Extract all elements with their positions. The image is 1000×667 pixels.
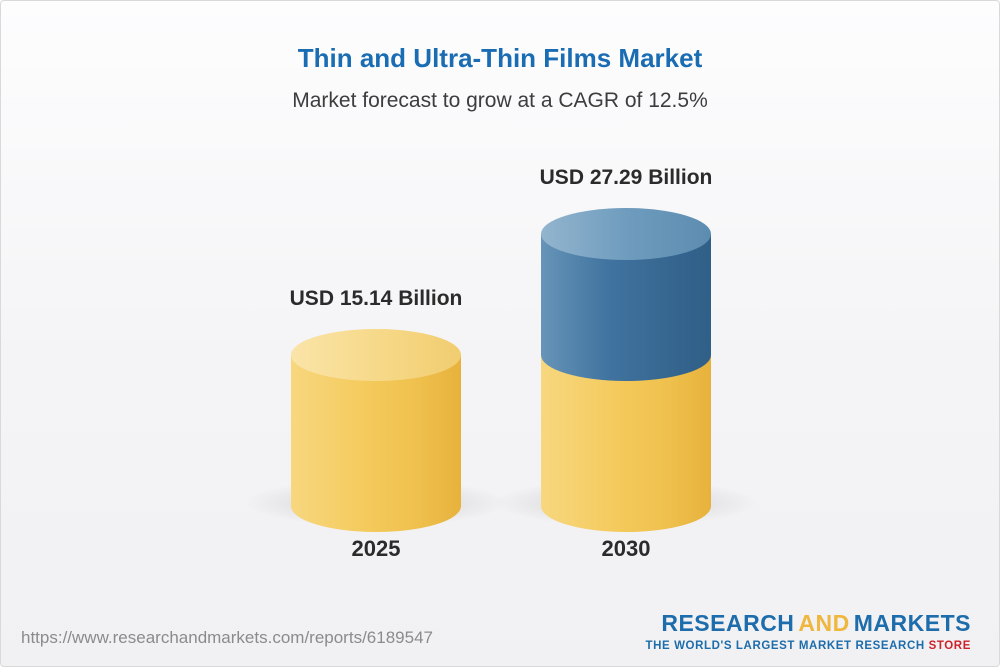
logo-wordmark: RESEARCH AND MARKETS: [645, 610, 971, 637]
report-url-link[interactable]: https://www.researchandmarkets.com/repor…: [21, 628, 433, 647]
logo-tagline-store: STORE: [928, 640, 971, 652]
category-label-2025: 2025: [351, 536, 401, 561]
bar-2030-bottom-cap: [541, 480, 711, 532]
chart-subtitle: Market forecast to grow at a CAGR of 12.…: [292, 89, 708, 112]
value-label-2025: USD 15.14 Billion: [289, 287, 463, 310]
logo-tagline: THE WORLD'S LARGEST MARKET RESEARCH STOR…: [645, 640, 971, 652]
logo-word-research: RESEARCH: [661, 610, 795, 636]
category-label-2030: 2030: [601, 536, 651, 561]
bar-2030-junction-cap: [541, 329, 711, 381]
bar-2025: [291, 329, 461, 532]
bar-2025-top-cap: [291, 329, 461, 381]
chart-title: Thin and Ultra-Thin Films Market: [297, 43, 703, 73]
bar-2030: [541, 208, 711, 532]
research-and-markets-logo: RESEARCH AND MARKETS THE WORLD'S LARGEST M…: [645, 610, 971, 652]
logo-word-markets: MARKETS: [853, 610, 971, 636]
bar-2030-top-cap: [541, 208, 711, 260]
logo-word-and: AND: [798, 610, 850, 636]
bar-2025-bottom-cap: [291, 480, 461, 532]
logo-tagline-main: THE WORLD'S LARGEST MARKET RESEARCH: [645, 640, 929, 652]
bar-2030-blue-segment: [541, 208, 711, 381]
value-label-2030: USD 27.29 Billion: [539, 166, 713, 189]
bar-2025-gold-segment: [291, 329, 461, 532]
